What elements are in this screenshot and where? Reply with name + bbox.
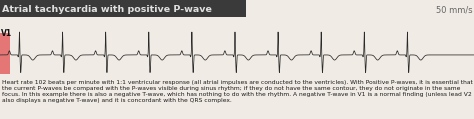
FancyBboxPatch shape [0,0,246,17]
Text: 50 mm/s: 50 mm/s [436,5,473,15]
Text: Heart rate 102 beats per minute with 1:1 ventricular response (all atrial impuls: Heart rate 102 beats per minute with 1:1… [2,80,473,103]
Bar [0,33,10,74]
Text: Atrial tachycardia with positive P-wave: Atrial tachycardia with positive P-wave [2,5,212,14]
Text: V1: V1 [0,29,11,38]
